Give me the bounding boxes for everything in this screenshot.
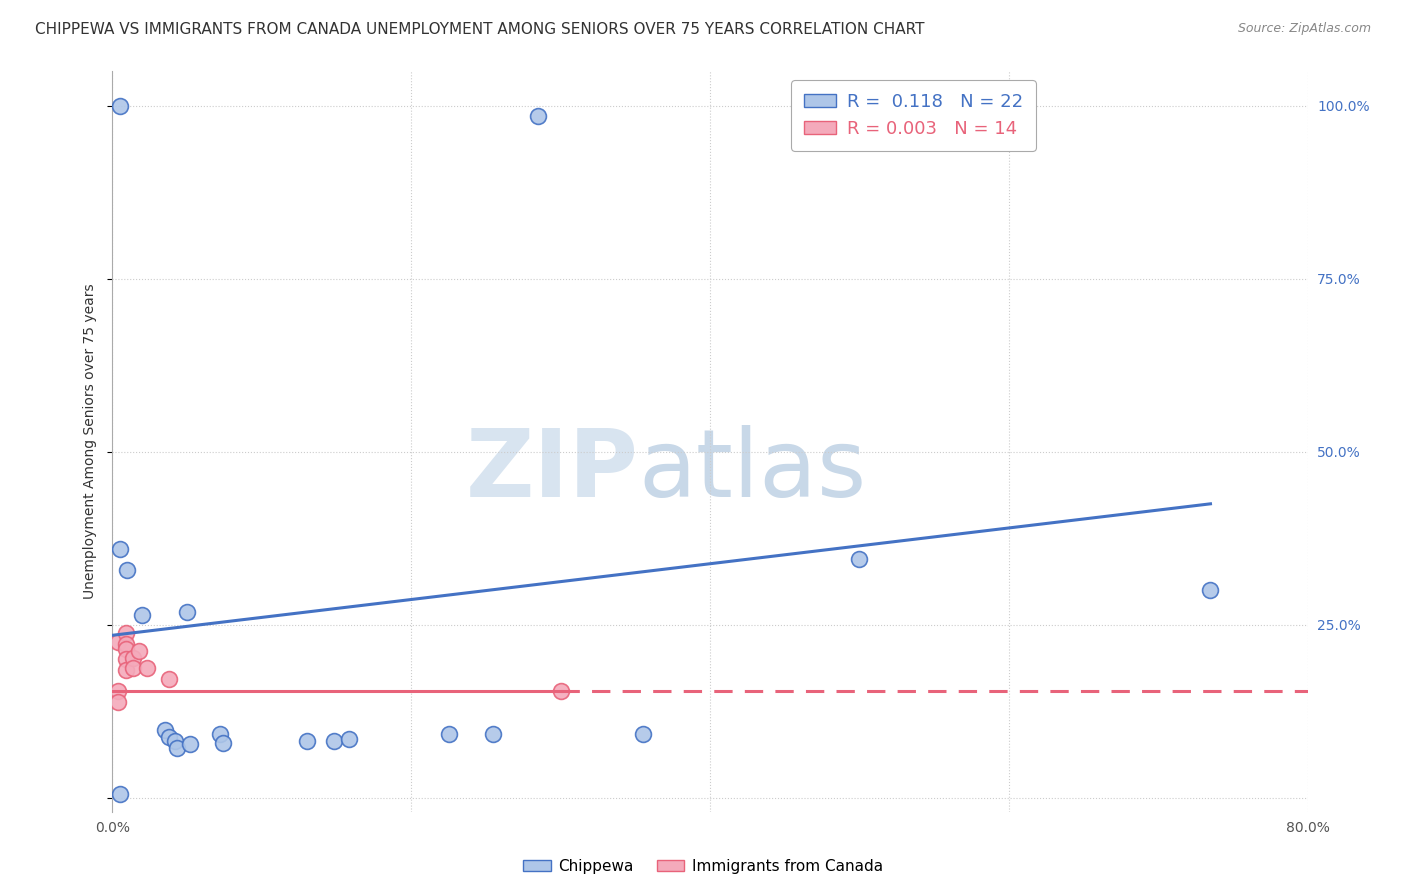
Point [108,99,131,113]
Point [117,563,139,577]
Point [482,727,505,741]
Point [550,683,572,698]
Point [1199,583,1222,598]
Text: atlas: atlas [638,425,866,517]
Point [122,661,145,675]
Point [107,695,129,709]
Point [115,626,138,640]
Point [107,635,129,649]
Point [115,637,138,651]
Point [115,663,138,677]
Point [337,732,360,747]
Point [115,652,138,666]
Point [107,683,129,698]
Point [176,606,198,620]
Point [108,788,131,802]
Point [157,672,180,686]
Point [527,109,550,123]
Point [131,607,153,622]
Point [166,741,188,756]
Point [135,661,157,675]
Legend: Chippewa, Immigrants from Canada: Chippewa, Immigrants from Canada [517,853,889,880]
Point [437,727,460,741]
Point [108,541,131,556]
Text: Source: ZipAtlas.com: Source: ZipAtlas.com [1237,22,1371,36]
Point [322,734,344,748]
Legend: R =  0.118   N = 22, R = 0.003   N = 14: R = 0.118 N = 22, R = 0.003 N = 14 [792,80,1036,151]
Point [122,651,145,665]
Point [157,730,180,744]
Point [165,734,187,748]
Point [115,642,138,657]
Text: ZIP: ZIP [465,425,638,517]
Y-axis label: Unemployment Among Seniors over 75 years: Unemployment Among Seniors over 75 years [83,284,97,599]
Point [128,644,150,658]
Point [209,727,232,741]
Point [631,727,654,741]
Point [153,723,176,737]
Point [179,737,201,751]
Point [295,734,318,748]
Point [848,552,870,566]
Point [212,735,235,749]
Text: CHIPPEWA VS IMMIGRANTS FROM CANADA UNEMPLOYMENT AMONG SENIORS OVER 75 YEARS CORR: CHIPPEWA VS IMMIGRANTS FROM CANADA UNEMP… [35,22,925,37]
